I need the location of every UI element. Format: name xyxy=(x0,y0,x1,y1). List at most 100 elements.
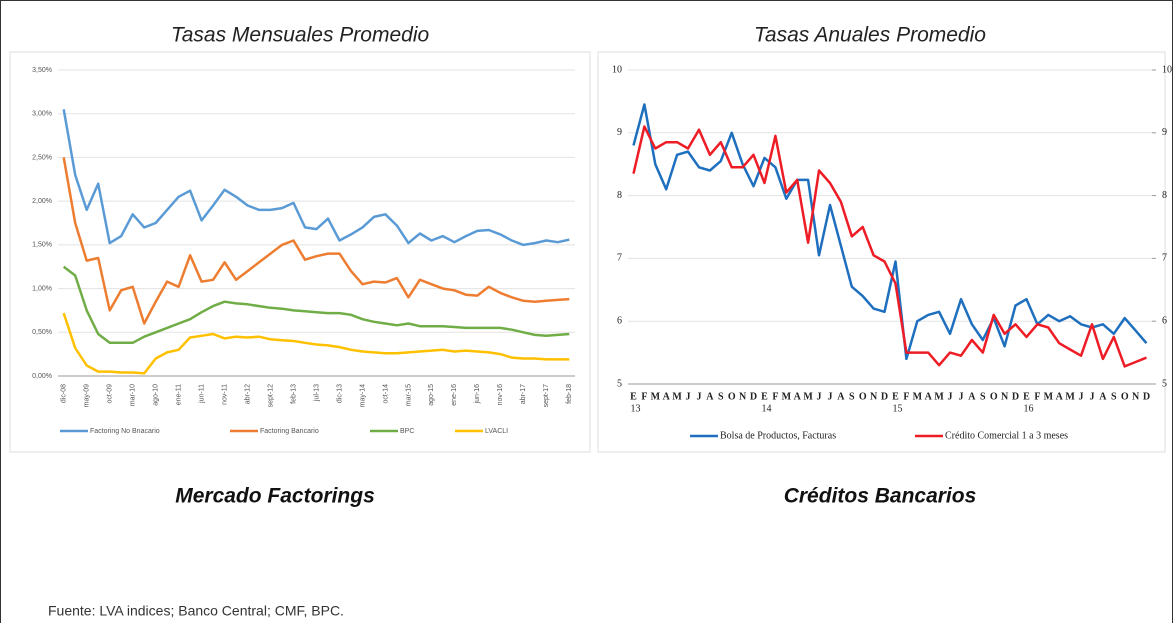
x-tick-label: A xyxy=(706,391,714,402)
x-tick-label: oct-09 xyxy=(107,384,114,404)
x-tick-label: J xyxy=(948,391,953,402)
x-tick-label: A xyxy=(925,391,933,402)
y-tick-label: 10 xyxy=(612,64,622,75)
x-tick-label: M xyxy=(1044,391,1054,402)
x-tick-label: M xyxy=(803,391,813,402)
y2-tick-label: 9 xyxy=(1162,127,1167,138)
x-tick-label: J xyxy=(817,391,822,402)
series-line xyxy=(62,265,570,345)
y-tick-label: 6 xyxy=(617,315,622,326)
x-tick-label: N xyxy=(1132,391,1140,402)
series-line xyxy=(62,109,570,247)
y-tick-label: 7 xyxy=(617,253,622,264)
x-tick-label: M xyxy=(913,391,923,402)
right-panel xyxy=(597,51,1166,453)
x-tick-label: F xyxy=(1034,391,1040,402)
x-tick-label: abr-12 xyxy=(244,384,251,404)
chart-caption: Mercado Factorings xyxy=(175,485,375,508)
x-tick-label: N xyxy=(739,391,747,402)
x-tick-label: A xyxy=(663,391,671,402)
x-tick-label: M xyxy=(1065,391,1075,402)
x-tick-label: sept-17 xyxy=(543,384,550,407)
x-tick-label: O xyxy=(1121,391,1129,402)
y2-tick-label: 6 xyxy=(1162,315,1167,326)
legend-label: LVACLI xyxy=(485,428,508,435)
y2-tick-label: 8 xyxy=(1162,190,1167,201)
x-tick-label: S xyxy=(1111,391,1117,402)
x-tick-label: may-14 xyxy=(359,384,366,407)
series-line xyxy=(62,312,570,375)
x-tick-label: M xyxy=(672,391,682,402)
x-tick-label: E xyxy=(892,391,899,402)
x-tick-label: jul-13 xyxy=(313,384,320,402)
x-tick-label: mar-15 xyxy=(405,384,412,406)
x-tick-label: nov-16 xyxy=(497,384,504,406)
series-line xyxy=(632,125,1147,368)
x-tick-label: S xyxy=(718,391,724,402)
y2-tick-label: 7 xyxy=(1162,253,1167,264)
year-label: 14 xyxy=(761,403,771,414)
x-tick-label: may-09 xyxy=(84,384,91,407)
legend-label: Factoring No Bnacario xyxy=(90,428,160,435)
y-tick-label: 1,00% xyxy=(32,285,52,292)
legend-label: Factoring Bancario xyxy=(260,428,319,435)
x-tick-label: D xyxy=(881,391,888,402)
x-tick-label: M xyxy=(934,391,944,402)
x-tick-label: nov-11 xyxy=(221,384,228,405)
x-tick-label: oct-14 xyxy=(382,384,389,404)
legend-label: Crédito Comercial 1 a 3 meses xyxy=(945,430,1068,441)
x-tick-label: D xyxy=(750,391,757,402)
x-tick-label: mar-10 xyxy=(130,384,137,406)
x-tick-label: N xyxy=(870,391,878,402)
y-tick-label: 3,00% xyxy=(32,111,52,118)
x-tick-label: sept-12 xyxy=(267,384,274,407)
chart-title: Tasas Mensuales Promedio xyxy=(171,24,430,47)
year-label: 13 xyxy=(630,403,640,414)
x-tick-label: A xyxy=(968,391,976,402)
y-tick-label: 0,50% xyxy=(32,329,52,336)
x-tick-label: dic-13 xyxy=(336,384,343,403)
x-tick-label: dic-08 xyxy=(61,384,68,403)
chart-caption: Créditos Bancarios xyxy=(784,485,977,508)
x-tick-label: J xyxy=(958,391,963,402)
x-tick-label: A xyxy=(1099,391,1107,402)
legend-label: BPC xyxy=(400,428,414,435)
series-line xyxy=(62,157,570,325)
y2-tick-label: 10 xyxy=(1162,64,1172,75)
y-tick-label: 8 xyxy=(617,190,622,201)
x-tick-label: S xyxy=(849,391,855,402)
x-tick-label: feb-13 xyxy=(290,384,297,404)
source-note: Fuente: LVA indices; Banco Central; CMF,… xyxy=(48,603,344,619)
x-tick-label: ene-11 xyxy=(175,384,182,405)
x-tick-label: E xyxy=(761,391,768,402)
y-tick-label: 5 xyxy=(617,378,622,389)
x-tick-label: F xyxy=(641,391,647,402)
x-tick-label: J xyxy=(686,391,691,402)
x-tick-label: J xyxy=(1079,391,1084,402)
x-tick-label: M xyxy=(782,391,792,402)
y-tick-label: 2,50% xyxy=(32,154,52,161)
x-tick-label: M xyxy=(651,391,661,402)
x-tick-label: D xyxy=(1012,391,1019,402)
x-tick-label: J xyxy=(696,391,701,402)
x-tick-label: jun-11 xyxy=(198,384,205,404)
x-tick-label: D xyxy=(1143,391,1150,402)
series-line xyxy=(632,103,1148,361)
x-tick-label: jun-16 xyxy=(474,384,481,405)
y2-tick-label: 5 xyxy=(1162,378,1167,389)
x-tick-label: E xyxy=(630,391,637,402)
y-tick-label: 3,50% xyxy=(32,67,52,74)
y-tick-label: 9 xyxy=(617,127,622,138)
x-tick-label: ago-10 xyxy=(152,384,159,406)
x-tick-label: E xyxy=(1023,391,1030,402)
y-tick-label: 0,00% xyxy=(32,373,52,380)
x-tick-label: J xyxy=(827,391,832,402)
x-tick-label: ago-15 xyxy=(428,384,435,406)
x-tick-label: J xyxy=(1089,391,1094,402)
x-tick-label: abr-17 xyxy=(520,384,527,404)
x-tick-label: ene-16 xyxy=(451,384,458,406)
x-tick-label: F xyxy=(903,391,909,402)
y-tick-label: 2,00% xyxy=(32,198,52,205)
year-label: 16 xyxy=(1023,403,1033,414)
